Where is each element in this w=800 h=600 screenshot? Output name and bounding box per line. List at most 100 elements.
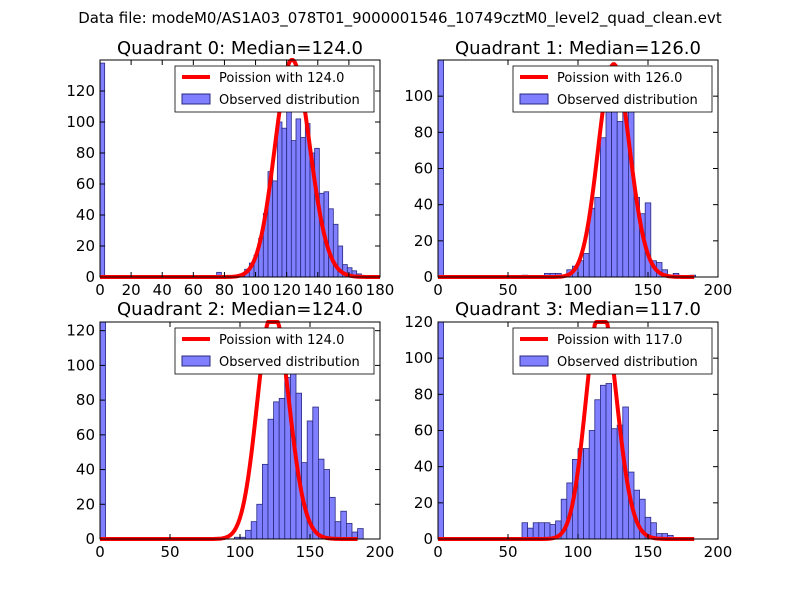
legend: Poission with 126.0 Observed distributio… bbox=[512, 65, 713, 113]
x-tick-label: 50 bbox=[160, 543, 179, 561]
y-tick-label: 0 bbox=[85, 530, 95, 548]
histogram-bar bbox=[334, 521, 342, 540]
panel-quadrant-3: Quadrant 3: Median=117.0 0 50 100 150 200 0 20… bbox=[404, 299, 732, 561]
legend: Poission with 124.0 Observed distributio… bbox=[174, 65, 375, 113]
histogram-bar bbox=[273, 401, 280, 540]
x-tick-label: 150 bbox=[634, 543, 663, 561]
legend-observed-label: Observed distribution bbox=[557, 355, 698, 370]
y-tick-label: 80 bbox=[414, 385, 433, 403]
tick-layer: 0 50 100 150 200 0 20 40 60 80 100 bbox=[404, 60, 732, 299]
tick-layer: 0 50 100 150 200 0 20 40 60 80 100 120 bbox=[66, 322, 394, 561]
y-tick-label: 20 bbox=[76, 237, 95, 255]
histogram-bar bbox=[611, 90, 618, 278]
legend-observed-swatch bbox=[181, 93, 211, 105]
y-tick-label: 40 bbox=[76, 206, 95, 224]
histogram-bar bbox=[594, 399, 601, 540]
histogram-bar bbox=[261, 463, 269, 540]
y-tick-label: 60 bbox=[414, 422, 433, 440]
y-tick-label: 0 bbox=[423, 268, 433, 286]
tick-layer: 0 50 100 150 200 0 20 40 60 80 100 120 bbox=[404, 313, 732, 561]
histogram-bar bbox=[99, 62, 106, 278]
figure-suptitle: Data file: modeM0/AS1A03_078T01_90000015… bbox=[78, 9, 722, 28]
x-tick-label: 20 bbox=[122, 281, 141, 299]
y-tick-label: 0 bbox=[423, 530, 433, 548]
x-tick-label: 140 bbox=[303, 281, 332, 299]
histogram-bar bbox=[295, 118, 302, 278]
y-tick-label: 120 bbox=[404, 313, 433, 331]
histogram-bar bbox=[328, 208, 334, 278]
histogram-bar bbox=[267, 418, 274, 540]
histogram-bar bbox=[250, 521, 258, 540]
y-tick-label: 0 bbox=[85, 268, 95, 286]
legend: Poission with 117.0 Observed distributio… bbox=[512, 327, 713, 375]
legend-poisson-label: Poission with 124.0 bbox=[219, 333, 344, 348]
x-tick-label: 100 bbox=[564, 543, 593, 561]
histogram-bar bbox=[276, 121, 283, 278]
legend-poisson-label: Poission with 124.0 bbox=[219, 71, 344, 86]
histogram-bar bbox=[323, 469, 330, 540]
panel-title: Quadrant 1: Median=126.0 bbox=[455, 38, 701, 59]
panel-title: Quadrant 0: Median=124.0 bbox=[117, 38, 363, 59]
histogram-bar bbox=[281, 127, 288, 278]
y-tick-label: 60 bbox=[76, 175, 95, 193]
x-tick-label: 100 bbox=[226, 543, 255, 561]
x-tick-label: 200 bbox=[704, 281, 733, 299]
x-tick-label: 0 bbox=[433, 543, 443, 561]
legend-observed-label: Observed distribution bbox=[219, 93, 360, 108]
histogram-bar bbox=[644, 202, 652, 278]
y-tick-label: 40 bbox=[414, 196, 433, 214]
panel-quadrant-0: Quadrant 0: Median=124.0 0 20 40 60 80 100 120… bbox=[66, 38, 394, 299]
panel-title: Quadrant 3: Median=117.0 bbox=[455, 299, 701, 320]
legend-observed-swatch bbox=[519, 93, 549, 105]
y-tick-label: 20 bbox=[414, 494, 433, 512]
legend-observed-swatch bbox=[519, 355, 549, 367]
histogram-bar bbox=[583, 448, 590, 540]
panel-quadrant-1: Quadrant 1: Median=126.0 0 50 100 150 200 0 20… bbox=[404, 38, 732, 299]
histogram-bar bbox=[583, 253, 590, 278]
y-tick-label: 40 bbox=[76, 461, 95, 479]
legend-observed-label: Observed distribution bbox=[219, 355, 360, 370]
x-tick-label: 80 bbox=[215, 281, 234, 299]
y-tick-label: 120 bbox=[66, 82, 95, 100]
y-tick-label: 100 bbox=[66, 113, 95, 131]
panel-title: Quadrant 2: Median=124.0 bbox=[117, 299, 363, 320]
y-tick-label: 100 bbox=[404, 87, 433, 105]
histogram-bar bbox=[256, 503, 263, 540]
histogram-bar bbox=[312, 406, 319, 540]
histogram-bar bbox=[357, 528, 364, 540]
x-tick-label: 0 bbox=[95, 281, 105, 299]
legend: Poission with 124.0 Observed distributio… bbox=[174, 327, 375, 375]
y-tick-label: 20 bbox=[76, 495, 95, 513]
plot-frame bbox=[99, 59, 381, 278]
panel-quadrant-2: Quadrant 2: Median=124.0 0 50 100 150 200 0 20… bbox=[66, 299, 394, 561]
histogram-bar bbox=[616, 121, 624, 278]
x-tick-label: 200 bbox=[704, 543, 733, 561]
legend-poisson-label: Poission with 117.0 bbox=[557, 333, 682, 348]
x-tick-label: 60 bbox=[184, 281, 203, 299]
histogram-bar bbox=[300, 137, 306, 278]
histogram-bar bbox=[317, 458, 325, 540]
x-tick-label: 50 bbox=[498, 543, 517, 561]
y-tick-label: 100 bbox=[66, 356, 95, 374]
x-tick-label: 180 bbox=[366, 281, 395, 299]
x-tick-label: 40 bbox=[153, 281, 172, 299]
histogram-bar bbox=[521, 522, 528, 540]
y-tick-label: 60 bbox=[414, 160, 433, 178]
histogram-bar bbox=[345, 522, 353, 540]
histogram-bar bbox=[600, 384, 607, 540]
histogram-bar bbox=[278, 397, 286, 540]
x-tick-label: 0 bbox=[95, 543, 105, 561]
histogram-bar bbox=[99, 321, 106, 540]
histogram-bar bbox=[340, 510, 347, 540]
x-tick-label: 160 bbox=[335, 281, 364, 299]
y-tick-label: 80 bbox=[76, 144, 95, 162]
y-tick-label: 80 bbox=[414, 123, 433, 141]
histogram-bar bbox=[605, 103, 612, 278]
legend-poisson-label: Poission with 126.0 bbox=[557, 71, 682, 86]
x-tick-label: 150 bbox=[634, 281, 663, 299]
histogram-bar bbox=[605, 383, 612, 540]
histogram-bar bbox=[544, 522, 551, 540]
x-tick-label: 0 bbox=[433, 281, 443, 299]
y-tick-label: 80 bbox=[76, 391, 95, 409]
